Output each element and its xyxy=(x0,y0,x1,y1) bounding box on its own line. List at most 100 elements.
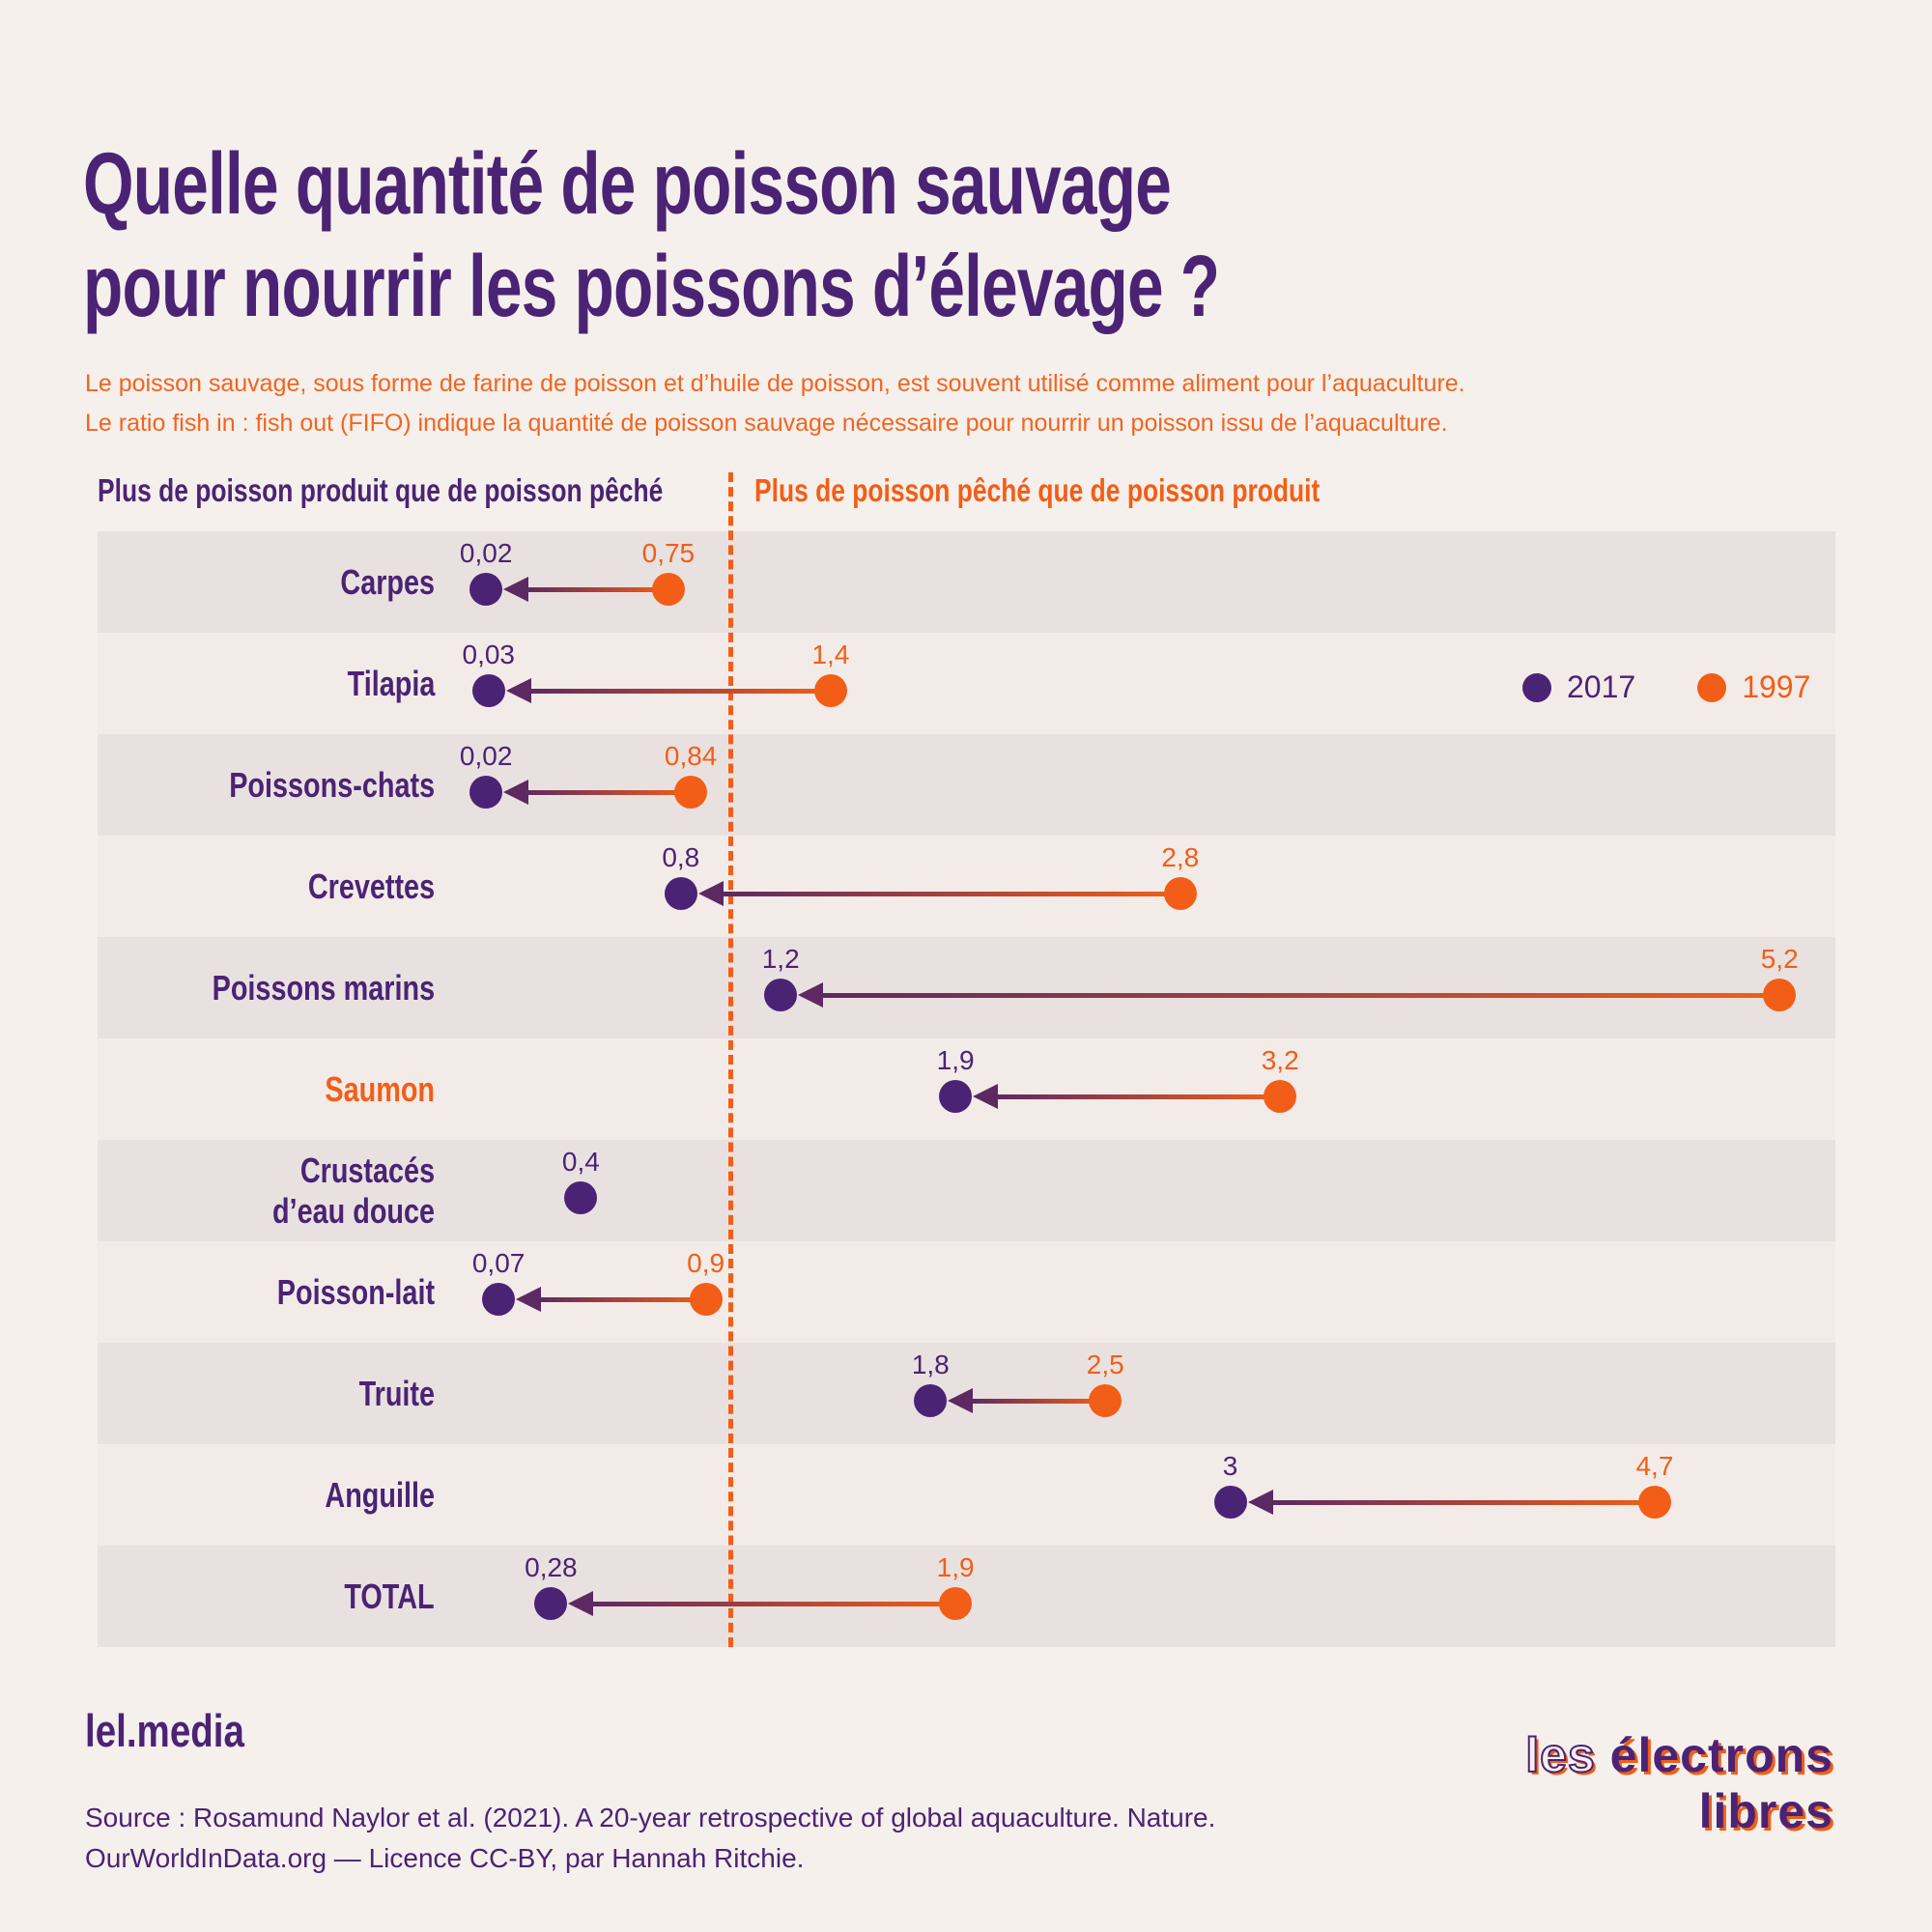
dot-1997 xyxy=(651,573,685,606)
column-header-left: Plus de poisson produit que de poisson p… xyxy=(98,472,664,508)
row-band: Anguille 4,7 3 xyxy=(98,1444,1835,1546)
row-label: Saumon xyxy=(325,1068,435,1109)
change-arrow-line xyxy=(969,1399,1106,1404)
change-arrow-head xyxy=(503,577,529,602)
value-label-1997: 5,2 xyxy=(1760,944,1799,974)
change-arrow-head xyxy=(973,1084,999,1109)
source-line1: Source : Rosamund Naylor et al. (2021). … xyxy=(85,1803,1216,1833)
dot-2017 xyxy=(939,1080,973,1113)
change-arrow-line xyxy=(537,1297,706,1302)
row-label: Poissons-chats xyxy=(229,764,435,805)
legend-dot-1997 xyxy=(1697,672,1727,702)
row-band: Poissons marins 5,2 1,2 xyxy=(98,937,1835,1038)
dot-1997 xyxy=(813,674,847,707)
source-line2: OurWorldInData.org — Licence CC-BY, par … xyxy=(85,1843,805,1873)
source-note: Source : Rosamund Naylor et al. (2021). … xyxy=(85,1798,1215,1879)
row-label: Tilapia xyxy=(347,663,435,703)
dot-2017 xyxy=(764,979,798,1011)
change-arrow-head xyxy=(798,982,824,1008)
legend-dot-2017 xyxy=(1522,672,1551,702)
chart-legend: 2017 1997 xyxy=(1522,669,1810,705)
dot-2017 xyxy=(471,674,505,707)
change-arrow-head xyxy=(697,881,724,906)
dot-2017 xyxy=(664,877,697,910)
row-label: Crustacés d’eau douce xyxy=(271,1151,435,1231)
dot-1997 xyxy=(1763,979,1797,1011)
value-label-2017: 0,28 xyxy=(525,1552,578,1582)
row-band: TOTAL 1,9 0,28 xyxy=(98,1546,1835,1647)
row-band: Crustacés d’eau douce 0,4 xyxy=(98,1140,1835,1241)
value-label-2017: 3 xyxy=(1222,1451,1238,1481)
value-label-2017: 1,9 xyxy=(936,1045,975,1075)
value-label-2017: 1,8 xyxy=(911,1350,950,1379)
row-band: Carpes 0,75 0,02 xyxy=(98,531,1835,633)
value-label-2017: 0,02 xyxy=(459,538,513,568)
legend-label-2017: 2017 xyxy=(1567,669,1636,704)
logo-line2: libres xyxy=(1698,1784,1833,1838)
row-band: Saumon 3,2 1,9 xyxy=(98,1038,1835,1140)
change-arrow-head xyxy=(568,1591,594,1616)
value-label-1997: 0,84 xyxy=(664,741,718,771)
row-label: Crevettes xyxy=(307,866,435,906)
change-arrow-line xyxy=(526,689,831,694)
change-arrow-line xyxy=(994,1094,1281,1099)
value-label-2017: 0,03 xyxy=(462,639,516,669)
row-label: Poisson-lait xyxy=(276,1271,435,1312)
change-arrow-line xyxy=(719,892,1180,896)
change-arrow-line xyxy=(819,993,1780,998)
page-title-line2: pour nourrir les poissons d’élevage ? xyxy=(83,239,1220,336)
change-arrow-line xyxy=(525,790,692,795)
column-header-right: Plus de poisson pêché que de poisson pro… xyxy=(754,472,1321,508)
row-label: Carpes xyxy=(340,561,435,602)
change-arrow-line xyxy=(525,587,668,592)
legend-label-1997: 1997 xyxy=(1742,669,1811,704)
dot-2017 xyxy=(914,1384,948,1417)
subtitle-line2: Le ratio fish in : fish out (FIFO) indiq… xyxy=(85,410,1448,437)
change-arrow-line xyxy=(589,1602,956,1606)
dot-1997 xyxy=(1163,877,1197,910)
reference-line-ratio-1 xyxy=(728,472,733,1647)
page-title-line1: Quelle quantité de poisson sauvage xyxy=(83,136,1172,234)
value-label-1997: 0,75 xyxy=(641,538,696,568)
value-label-1997: 3,2 xyxy=(1261,1045,1299,1075)
dot-1997 xyxy=(939,1587,973,1620)
dot-1997 xyxy=(1264,1080,1297,1113)
row-label: Poissons marins xyxy=(212,967,435,1008)
chart-rows: Carpes 0,75 0,02 Tilapia 1,4 0,03 Poissons-cha… xyxy=(98,531,1835,1647)
change-arrow-head xyxy=(503,780,529,805)
value-label-1997: 2,8 xyxy=(1161,842,1200,872)
change-arrow-head xyxy=(516,1287,542,1312)
dot-2017 xyxy=(564,1181,598,1214)
dot-1997 xyxy=(1637,1486,1671,1519)
dot-2017 xyxy=(1213,1486,1247,1519)
dot-1997 xyxy=(674,776,708,809)
page-subtitle: Le poisson sauvage, sous forme de farine… xyxy=(85,364,1465,443)
dot-1997 xyxy=(1089,1384,1122,1417)
subtitle-line1: Le poisson sauvage, sous forme de farine… xyxy=(85,370,1465,397)
value-label-2017: 1,2 xyxy=(761,944,800,974)
value-label-1997: 2,5 xyxy=(1086,1350,1124,1379)
value-label-2017: 0,4 xyxy=(561,1147,600,1177)
value-label-2017: 0,07 xyxy=(471,1248,526,1278)
row-label: TOTAL xyxy=(344,1576,435,1616)
value-label-1997: 1,9 xyxy=(936,1552,975,1582)
dot-2017 xyxy=(534,1587,568,1620)
row-label: Truite xyxy=(358,1373,435,1413)
value-label-1997: 1,4 xyxy=(811,639,850,669)
change-arrow-head xyxy=(1247,1490,1273,1515)
value-label-2017: 0,8 xyxy=(662,842,700,872)
row-band: Poissons-chats 0,84 0,02 xyxy=(98,734,1835,836)
les-electrons-libres-logo: les électrons libres xyxy=(1524,1727,1833,1839)
dot-1997 xyxy=(689,1283,723,1316)
value-label-1997: 4,7 xyxy=(1635,1451,1674,1481)
change-arrow-head xyxy=(948,1388,974,1413)
row-band: Poisson-lait 0,9 0,07 xyxy=(98,1241,1835,1343)
dot-2017 xyxy=(469,776,503,809)
row-band: Truite 2,5 1,8 xyxy=(98,1343,1835,1444)
value-label-1997: 0,9 xyxy=(687,1248,725,1278)
row-band: Crevettes 2,8 0,8 xyxy=(98,836,1835,937)
brand-name: lel.media xyxy=(85,1705,244,1756)
dot-2017 xyxy=(469,573,503,606)
dot-2017 xyxy=(482,1283,516,1316)
